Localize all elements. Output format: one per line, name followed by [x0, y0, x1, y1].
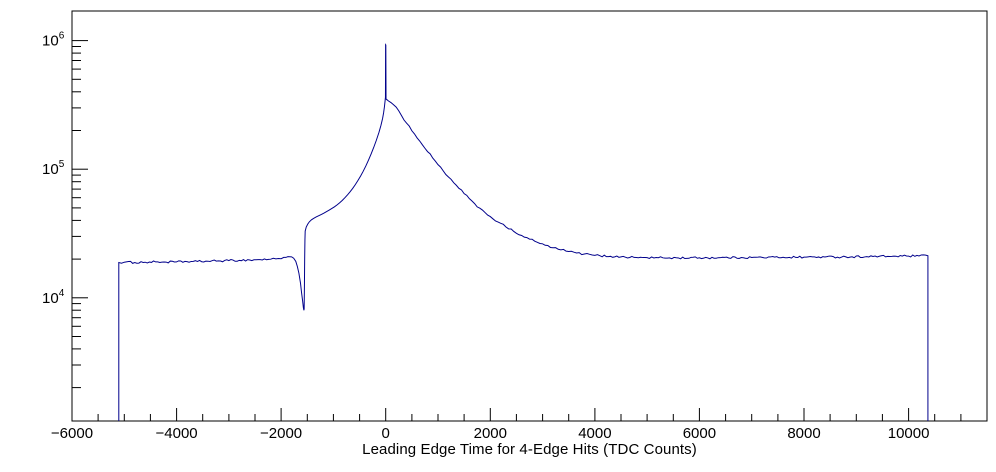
histogram-curve — [118, 43, 929, 421]
x-tick-label: 6000 — [683, 425, 716, 442]
y-tick-labels: 104 105 106 — [42, 31, 65, 307]
x-tick-label: 2000 — [474, 425, 507, 442]
y-tick-label: 105 — [42, 159, 65, 178]
x-tick-label: −6000 — [51, 425, 93, 442]
x-tick-label: 8000 — [787, 425, 820, 442]
x-tick-label: 4000 — [578, 425, 611, 442]
plot-frame — [71, 10, 988, 422]
x-axis-ticks — [97, 408, 962, 421]
x-tick-label: 0 — [382, 425, 390, 442]
x-axis-title: Leading Edge Time for 4-Edge Hits (TDC C… — [362, 441, 697, 458]
x-tick-label: 10000 — [888, 425, 930, 442]
x-tick-label: −2000 — [260, 425, 302, 442]
x-tick-label: −4000 — [156, 425, 198, 442]
y-axis-ticks — [72, 40, 88, 389]
y-tick-label: 106 — [42, 31, 65, 50]
y-tick-label: 104 — [42, 288, 65, 307]
x-tick-labels: −6000 −4000 −2000 0 2000 4000 6000 8000 10000 — [51, 425, 930, 442]
